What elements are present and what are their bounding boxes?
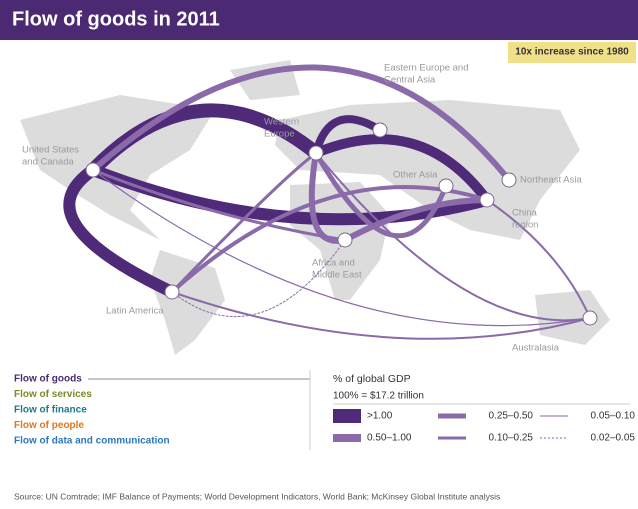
nodes bbox=[85, 122, 598, 326]
region-label: Central Asia bbox=[384, 75, 436, 86]
region-label: and Canada bbox=[22, 157, 74, 168]
region-label: Australasia bbox=[512, 343, 560, 354]
flow-type: Flow of people bbox=[14, 420, 84, 431]
region-label: China bbox=[512, 208, 538, 219]
legend-subtitle: 100% = $17.2 trillion bbox=[333, 391, 424, 402]
region-label: Latin America bbox=[106, 306, 164, 317]
region-label: Western bbox=[264, 117, 299, 128]
region-label: Middle East bbox=[312, 270, 362, 281]
flow-type: Flow of finance bbox=[14, 405, 87, 416]
badge bbox=[508, 42, 636, 63]
flow-type: Flow of services bbox=[14, 389, 92, 400]
source: Source: UN Comtrade; IMF Balance of Paym… bbox=[14, 491, 500, 501]
region-label: Northeast Asia bbox=[520, 175, 582, 186]
region-label: region bbox=[512, 220, 538, 231]
region-label: United States bbox=[22, 145, 79, 156]
legend-label: 0.25–0.50 bbox=[489, 411, 534, 422]
title: Flow of goods in 2011 bbox=[12, 8, 220, 30]
legend-label: 0.02–0.05 bbox=[591, 433, 636, 444]
flow-type: Flow of goods bbox=[14, 374, 82, 385]
legend-label: 0.05–0.10 bbox=[591, 411, 636, 422]
region-label: Africa and bbox=[312, 258, 355, 269]
legend-label: >1.00 bbox=[367, 411, 393, 422]
flow-type: Flow of data and communication bbox=[14, 436, 170, 447]
badge-text: 10x increase since 1980 bbox=[515, 47, 629, 58]
legend-label: 0.10–0.25 bbox=[489, 433, 534, 444]
region-label: Europe bbox=[264, 129, 295, 140]
region-label: Other Asia bbox=[393, 170, 438, 181]
legend-title: % of global GDP bbox=[333, 373, 411, 385]
region-label: Eastern Europe and bbox=[384, 63, 469, 74]
header-bar bbox=[0, 0, 638, 40]
legend-label: 0.50–1.00 bbox=[367, 433, 412, 444]
